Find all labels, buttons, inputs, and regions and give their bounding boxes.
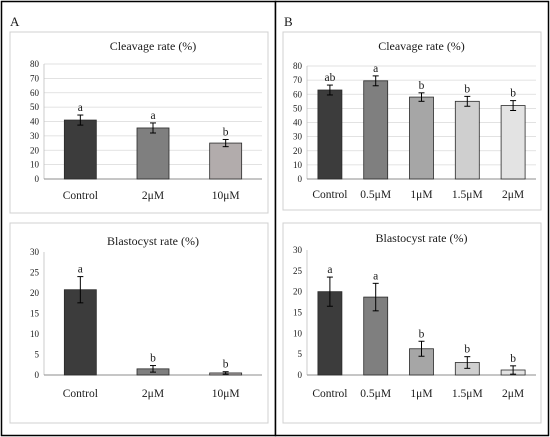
category-label: 2μM <box>142 190 164 202</box>
y-tick-label: 80 <box>293 61 303 71</box>
y-tick-label: 20 <box>30 288 40 298</box>
category-label: 0.5μM <box>360 388 391 400</box>
significance-label: b <box>223 126 229 138</box>
bar <box>63 289 97 376</box>
y-tick-label: 10 <box>30 160 40 170</box>
chart-a-cleavage: Cleavage rate (%) 0 10 20 30 40 50 60 70 80 a Contr… <box>30 39 262 202</box>
chart-b-blastocyst: Blastocyst rate (%) 0 5 10 15 20 25 30 a Control a… <box>293 231 536 400</box>
y-tick-label: 25 <box>293 266 303 276</box>
category-label: 1.5μM <box>452 388 483 400</box>
y-tick-label: 40 <box>293 118 303 128</box>
y-tick-label: 20 <box>30 145 40 155</box>
y-tick-label: 5 <box>35 350 40 360</box>
y-tick-label: 40 <box>30 117 40 127</box>
category-label: 2μM <box>502 388 524 400</box>
y-tick-label: 20 <box>293 287 303 297</box>
chart-title: Cleavage rate (%) <box>378 39 465 53</box>
y-tick-label: 25 <box>30 268 40 278</box>
y-tick-label: 15 <box>293 308 303 318</box>
category-label: Control <box>63 190 98 202</box>
bar <box>363 80 389 180</box>
y-tick-label: 0 <box>35 174 40 184</box>
significance-label: a <box>373 270 378 282</box>
category-label: Control <box>312 388 347 400</box>
y-tick-label: 5 <box>298 349 303 359</box>
significance-label: ab <box>324 72 335 84</box>
chart-a-blastocyst-frame <box>9 222 269 424</box>
bar <box>500 105 526 180</box>
y-tick-label: 30 <box>30 247 40 257</box>
significance-label: a <box>373 63 378 75</box>
y-tick-label: 80 <box>30 59 40 69</box>
chart-b-cleavage: Cleavage rate (%)01020304050607080abCont… <box>293 39 536 201</box>
chart-title: Blastocyst rate (%) <box>107 234 199 248</box>
bar <box>209 142 243 180</box>
y-tick-label: 30 <box>293 132 303 142</box>
y-tick-label: 60 <box>293 89 303 99</box>
category-label: 2μM <box>142 388 164 400</box>
bar <box>317 291 343 376</box>
category-label: Control <box>312 189 347 201</box>
y-tick-label: 70 <box>30 73 40 83</box>
y-tick-label: 15 <box>30 309 40 319</box>
significance-label: b <box>419 80 425 92</box>
bar <box>63 119 97 180</box>
category-label: 1μM <box>410 189 432 201</box>
significance-label: b <box>223 359 229 371</box>
chart-title: Blastocyst rate (%) <box>376 231 468 245</box>
significance-label: a <box>150 110 155 122</box>
y-tick-label: 10 <box>293 328 303 338</box>
y-tick-label: 0 <box>298 370 303 380</box>
chart-a-cleavage-frame <box>9 31 269 214</box>
panel-b-letter: B <box>284 14 293 29</box>
y-tick-label: 10 <box>30 329 40 339</box>
category-label: 1μM <box>410 388 432 400</box>
significance-label: b <box>150 353 156 365</box>
y-tick-label: 10 <box>293 160 303 170</box>
y-tick-label: 0 <box>35 370 40 380</box>
category-label: 1.5μM <box>452 189 483 201</box>
category-label: Control <box>63 388 98 400</box>
y-tick-label: 70 <box>293 75 303 85</box>
category-label: 10μM <box>212 388 240 400</box>
significance-label: a <box>78 264 83 276</box>
chart-a-blastocyst: Blastocyst rate (%) 0 5 10 15 20 25 30 a Control b… <box>30 234 262 400</box>
significance-label: b <box>510 88 516 100</box>
significance-label: a <box>327 264 332 276</box>
bar <box>136 127 170 180</box>
chart-title: Cleavage rate (%) <box>110 39 197 53</box>
y-tick-label: 50 <box>30 102 40 112</box>
y-tick-label: 50 <box>293 103 303 113</box>
significance-label: b <box>464 83 470 95</box>
y-tick-label: 30 <box>293 245 303 255</box>
category-label: 2μM <box>502 189 524 201</box>
y-tick-label: 20 <box>293 146 303 156</box>
significance-label: b <box>464 344 470 356</box>
significance-label: a <box>78 102 83 114</box>
significance-label: b <box>419 328 425 340</box>
y-tick-label: 0 <box>298 174 303 184</box>
y-tick-label: 60 <box>30 88 40 98</box>
panel-a-letter: A <box>10 14 20 29</box>
category-label: 10μM <box>212 190 240 202</box>
y-tick-label: 30 <box>30 131 40 141</box>
bar <box>409 96 434 180</box>
significance-label: b <box>510 353 516 365</box>
bar <box>317 89 343 180</box>
category-label: 0.5μM <box>360 189 391 201</box>
bar <box>454 100 480 180</box>
